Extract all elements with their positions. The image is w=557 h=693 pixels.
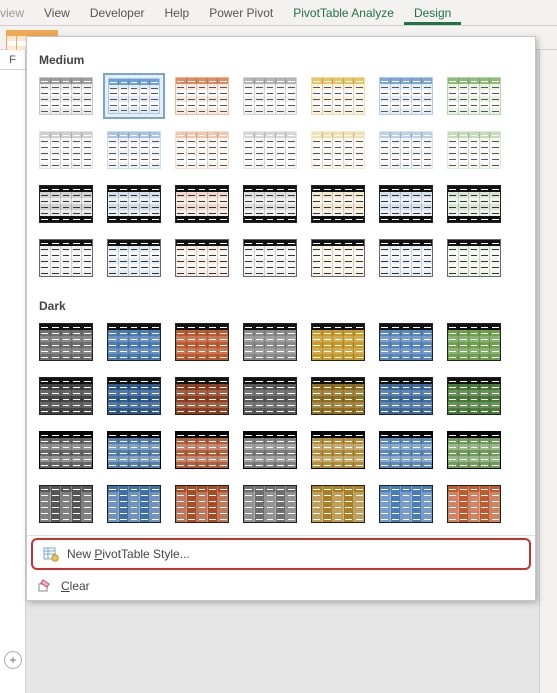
- ribbon-tab-view[interactable]: view: [0, 1, 34, 25]
- style-swatch[interactable]: [35, 181, 97, 227]
- ribbon-tab-design[interactable]: Design: [404, 1, 461, 25]
- style-swatch[interactable]: [307, 235, 369, 281]
- style-swatch[interactable]: [171, 319, 233, 365]
- style-swatch[interactable]: [443, 319, 505, 365]
- style-swatch[interactable]: [35, 235, 97, 281]
- style-swatch[interactable]: [443, 127, 505, 173]
- pivottable-styles-dropdown: Medium Dark New PivotTable Style...: [26, 36, 536, 601]
- formula-bar-sliver: F: [0, 50, 26, 693]
- style-swatch[interactable]: [307, 373, 369, 419]
- style-swatch[interactable]: [307, 427, 369, 473]
- style-swatch[interactable]: [375, 127, 437, 173]
- ribbon-tab-view[interactable]: View: [34, 1, 80, 25]
- new-style-label: New PivotTable Style...: [67, 547, 190, 561]
- ribbon-tab-help[interactable]: Help: [155, 1, 200, 25]
- style-swatch[interactable]: [307, 319, 369, 365]
- style-swatch[interactable]: [239, 427, 301, 473]
- ribbon-tab-developer[interactable]: Developer: [80, 1, 155, 25]
- swatch-row: [35, 127, 527, 181]
- style-swatch[interactable]: [171, 181, 233, 227]
- swatch-row: [35, 73, 527, 127]
- style-swatch[interactable]: [35, 127, 97, 173]
- section-header-medium: Medium: [35, 43, 527, 73]
- style-swatch[interactable]: [443, 427, 505, 473]
- column-letter: F: [0, 50, 25, 70]
- style-swatch[interactable]: [443, 235, 505, 281]
- style-swatch[interactable]: [443, 373, 505, 419]
- style-swatch[interactable]: [103, 235, 165, 281]
- style-swatch[interactable]: [375, 427, 437, 473]
- style-swatch[interactable]: [103, 181, 165, 227]
- style-swatch[interactable]: [239, 73, 301, 119]
- style-swatch[interactable]: [307, 181, 369, 227]
- style-swatch[interactable]: [103, 127, 165, 173]
- style-swatch[interactable]: [375, 181, 437, 227]
- style-swatch[interactable]: [375, 481, 437, 527]
- section-header-dark: Dark: [35, 289, 527, 319]
- style-swatch[interactable]: [375, 373, 437, 419]
- ribbon-tab-power-pivot[interactable]: Power Pivot: [199, 1, 283, 25]
- style-swatch[interactable]: [239, 127, 301, 173]
- style-swatch[interactable]: [171, 427, 233, 473]
- style-swatch[interactable]: [103, 373, 165, 419]
- swatch-row: [35, 373, 527, 427]
- style-swatch[interactable]: [103, 427, 165, 473]
- style-swatch[interactable]: [35, 319, 97, 365]
- style-swatch[interactable]: [35, 373, 97, 419]
- style-swatch[interactable]: [239, 181, 301, 227]
- style-swatch[interactable]: [171, 127, 233, 173]
- style-swatch[interactable]: [375, 319, 437, 365]
- style-swatch[interactable]: [35, 427, 97, 473]
- new-style-icon: [43, 546, 59, 562]
- style-swatch[interactable]: [307, 481, 369, 527]
- sheet-add-button[interactable]: +: [4, 651, 22, 669]
- new-pivottable-style-menuitem[interactable]: New PivotTable Style...: [31, 538, 531, 570]
- style-swatch[interactable]: [443, 481, 505, 527]
- style-swatch[interactable]: [239, 481, 301, 527]
- clear-label: Clear: [61, 579, 90, 593]
- style-swatch[interactable]: [171, 73, 233, 119]
- style-swatch[interactable]: [103, 481, 165, 527]
- style-swatch[interactable]: [103, 73, 165, 119]
- ribbon-tabs: viewViewDeveloperHelpPower PivotPivotTab…: [0, 0, 557, 26]
- swatch-row: [35, 319, 527, 373]
- style-swatch[interactable]: [171, 235, 233, 281]
- swatch-row: [35, 235, 527, 289]
- style-swatch[interactable]: [443, 181, 505, 227]
- ribbon-tab-pivottable-analyze[interactable]: PivotTable Analyze: [283, 1, 404, 25]
- style-swatch[interactable]: [103, 319, 165, 365]
- style-swatch[interactable]: [375, 73, 437, 119]
- right-pane-sliver: [539, 50, 557, 693]
- style-swatch[interactable]: [443, 73, 505, 119]
- swatch-row: [35, 427, 527, 481]
- clear-icon: [37, 578, 53, 594]
- style-swatch[interactable]: [171, 373, 233, 419]
- style-gallery[interactable]: Medium Dark: [27, 37, 535, 535]
- style-swatch[interactable]: [239, 235, 301, 281]
- style-swatch[interactable]: [239, 373, 301, 419]
- style-swatch[interactable]: [307, 127, 369, 173]
- gallery-footer: New PivotTable Style... Clear: [27, 535, 535, 600]
- style-swatch[interactable]: [35, 73, 97, 119]
- swatch-row: [35, 181, 527, 235]
- style-swatch[interactable]: [171, 481, 233, 527]
- swatch-row: [35, 481, 527, 535]
- style-swatch[interactable]: [35, 481, 97, 527]
- style-swatch[interactable]: [239, 319, 301, 365]
- clear-menuitem[interactable]: Clear: [27, 572, 535, 600]
- style-swatch[interactable]: [307, 73, 369, 119]
- style-swatch[interactable]: [375, 235, 437, 281]
